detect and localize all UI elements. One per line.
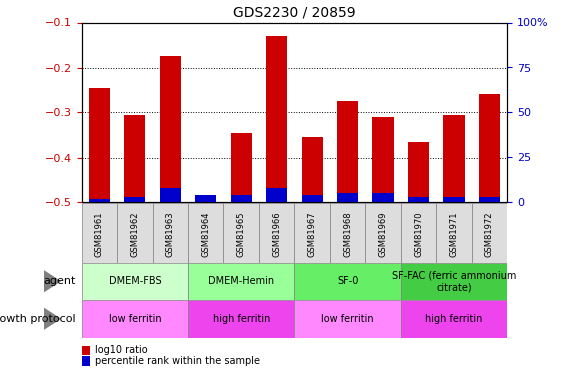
Text: SF-0: SF-0 [337, 276, 359, 286]
Bar [436, 202, 472, 262]
Text: SF-FAC (ferric ammonium
citrate): SF-FAC (ferric ammonium citrate) [392, 270, 516, 292]
Text: GSM81971: GSM81971 [449, 211, 458, 257]
Text: agent: agent [43, 276, 76, 286]
Bar [195, 196, 216, 202]
Bar [443, 115, 465, 202]
Bar [337, 101, 358, 202]
Bar [366, 202, 401, 262]
Bar [479, 94, 500, 202]
Polygon shape [44, 270, 61, 292]
Bar [89, 199, 110, 202]
Text: DMEM-FBS: DMEM-FBS [108, 276, 161, 286]
Text: low ferritin: low ferritin [321, 314, 374, 324]
Text: GSM81962: GSM81962 [131, 211, 139, 257]
Bar [82, 202, 117, 262]
Bar [373, 117, 394, 202]
Bar [89, 88, 110, 202]
Bar [401, 300, 507, 338]
Bar [337, 194, 358, 202]
Text: GSM81968: GSM81968 [343, 211, 352, 257]
Bar [82, 262, 188, 300]
Text: GSM81965: GSM81965 [237, 211, 245, 257]
Bar [301, 137, 323, 202]
Bar [294, 262, 401, 300]
Text: GSM81969: GSM81969 [378, 211, 388, 257]
Text: GSM81967: GSM81967 [308, 211, 317, 257]
Bar [443, 197, 465, 202]
Title: GDS2230 / 20859: GDS2230 / 20859 [233, 6, 356, 20]
Bar [160, 188, 181, 202]
Bar [188, 262, 294, 300]
Bar [82, 300, 188, 338]
Bar [153, 202, 188, 262]
Text: DMEM-Hemin: DMEM-Hemin [208, 276, 274, 286]
Bar [472, 202, 507, 262]
Bar [188, 300, 294, 338]
Bar [160, 56, 181, 202]
Bar [223, 202, 259, 262]
Bar [124, 197, 146, 202]
Text: GSM81964: GSM81964 [201, 211, 210, 257]
Text: log10 ratio: log10 ratio [95, 345, 147, 355]
Polygon shape [44, 308, 61, 330]
Text: GSM81970: GSM81970 [414, 211, 423, 257]
Text: low ferritin: low ferritin [108, 314, 161, 324]
Bar [401, 262, 507, 300]
Bar [266, 36, 287, 203]
Bar [195, 195, 216, 202]
Bar [294, 300, 401, 338]
Bar [124, 115, 146, 202]
Bar [259, 202, 294, 262]
Bar [408, 197, 429, 202]
Text: GSM81966: GSM81966 [272, 211, 281, 257]
Text: high ferritin: high ferritin [426, 314, 483, 324]
Bar [330, 202, 366, 262]
Bar [479, 197, 500, 202]
Text: GSM81963: GSM81963 [166, 211, 175, 257]
Text: high ferritin: high ferritin [213, 314, 270, 324]
Bar [188, 202, 223, 262]
Text: percentile rank within the sample: percentile rank within the sample [95, 356, 260, 366]
Text: GSM81961: GSM81961 [95, 211, 104, 257]
Bar [401, 202, 436, 262]
Bar [294, 202, 330, 262]
Bar [266, 188, 287, 202]
Bar [408, 142, 429, 202]
Bar [301, 195, 323, 202]
Text: growth protocol: growth protocol [0, 314, 76, 324]
Bar [117, 202, 153, 262]
Bar [231, 195, 252, 202]
Bar [231, 133, 252, 202]
Bar [373, 194, 394, 202]
Text: GSM81972: GSM81972 [485, 211, 494, 257]
